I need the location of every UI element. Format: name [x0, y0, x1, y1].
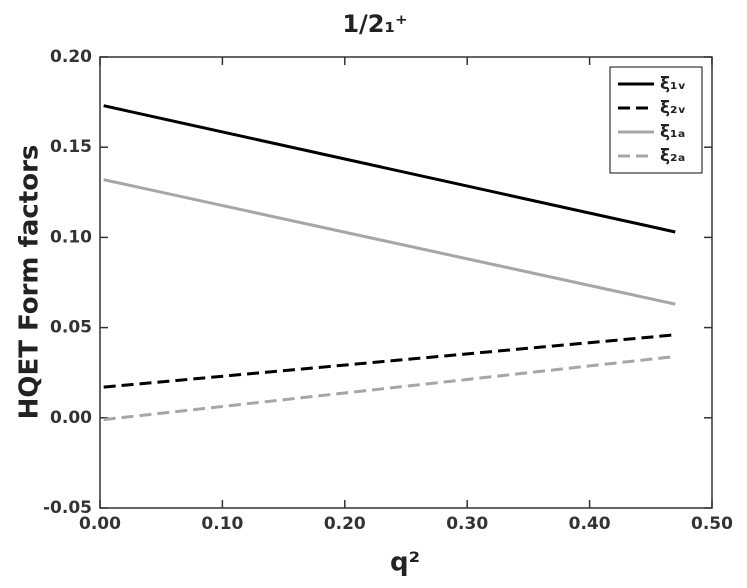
series-line [103, 104, 676, 234]
y-axis-label: HQET Form factors [15, 145, 45, 420]
series-line [103, 354, 676, 422]
plot-frame [99, 56, 713, 509]
x-tick-label: 0.40 [569, 514, 611, 534]
x-tick-label: 0.10 [201, 514, 243, 534]
y-tick-label: 0.05 [50, 318, 92, 338]
y-tick-label: -0.05 [43, 498, 92, 518]
x-tick-label: 0.50 [691, 514, 733, 534]
y-tick-label: 0.15 [50, 137, 92, 157]
x-tick-label: 0.00 [79, 514, 121, 534]
y-tick-label: 0.20 [50, 47, 92, 67]
legend-label: ξ₁ₐ [660, 122, 685, 142]
chart-title: 1/2₁⁺ [342, 10, 407, 38]
y-tick-label: 0.00 [50, 408, 92, 428]
x-tick-label: 0.20 [324, 514, 366, 534]
legend-label: ξ₂ᵥ [660, 98, 686, 118]
x-tick-label: 0.30 [446, 514, 488, 534]
y-tick-label: 0.10 [50, 227, 92, 247]
x-axis-label: q² [390, 548, 420, 578]
legend-label: ξ₂ₐ [660, 146, 685, 166]
legend-label: ξ₁ᵥ [660, 74, 686, 94]
series-line [103, 333, 676, 389]
series-line [103, 178, 676, 306]
